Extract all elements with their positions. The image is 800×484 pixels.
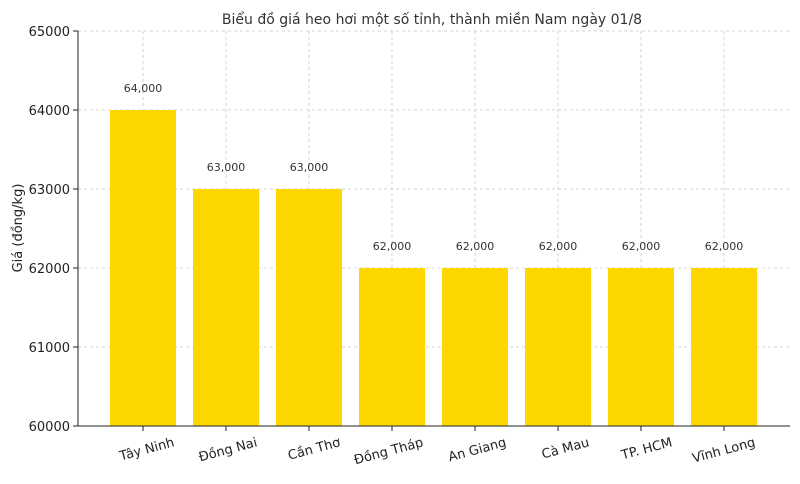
y-tick-label: 65000: [29, 25, 70, 40]
y-tick-label: 64000: [29, 104, 70, 119]
y-tick-label: 61000: [29, 341, 70, 356]
data-label: 64,000: [124, 82, 163, 95]
data-label: 63,000: [290, 161, 329, 174]
data-label: 62,000: [456, 240, 495, 253]
data-label: 62,000: [705, 240, 744, 253]
y-tick-label: 62000: [29, 262, 70, 277]
bar: [359, 268, 425, 426]
data-label: 63,000: [207, 161, 246, 174]
axes: [73, 30, 790, 431]
y-tick-label: 60000: [29, 420, 70, 435]
bar: [691, 268, 757, 426]
data-labels: 64,000 63,000 63,000 62,000 62,000 62,000 62,0…: [124, 82, 744, 253]
bars: [110, 110, 757, 426]
bar: [276, 189, 342, 426]
data-label: 62,000: [373, 240, 412, 253]
y-axis-label: Giá (đồng/kg): [11, 184, 26, 273]
bar: [193, 189, 259, 426]
bar: [110, 110, 176, 426]
bar: [442, 268, 508, 426]
bar: [608, 268, 674, 426]
data-label: 62,000: [622, 240, 661, 253]
chart-title: Biểu đồ giá heo hơi một số tỉnh, thành m…: [222, 11, 642, 28]
bar: [525, 268, 591, 426]
data-label: 62,000: [539, 240, 578, 253]
y-tick-label: 63000: [29, 183, 70, 198]
